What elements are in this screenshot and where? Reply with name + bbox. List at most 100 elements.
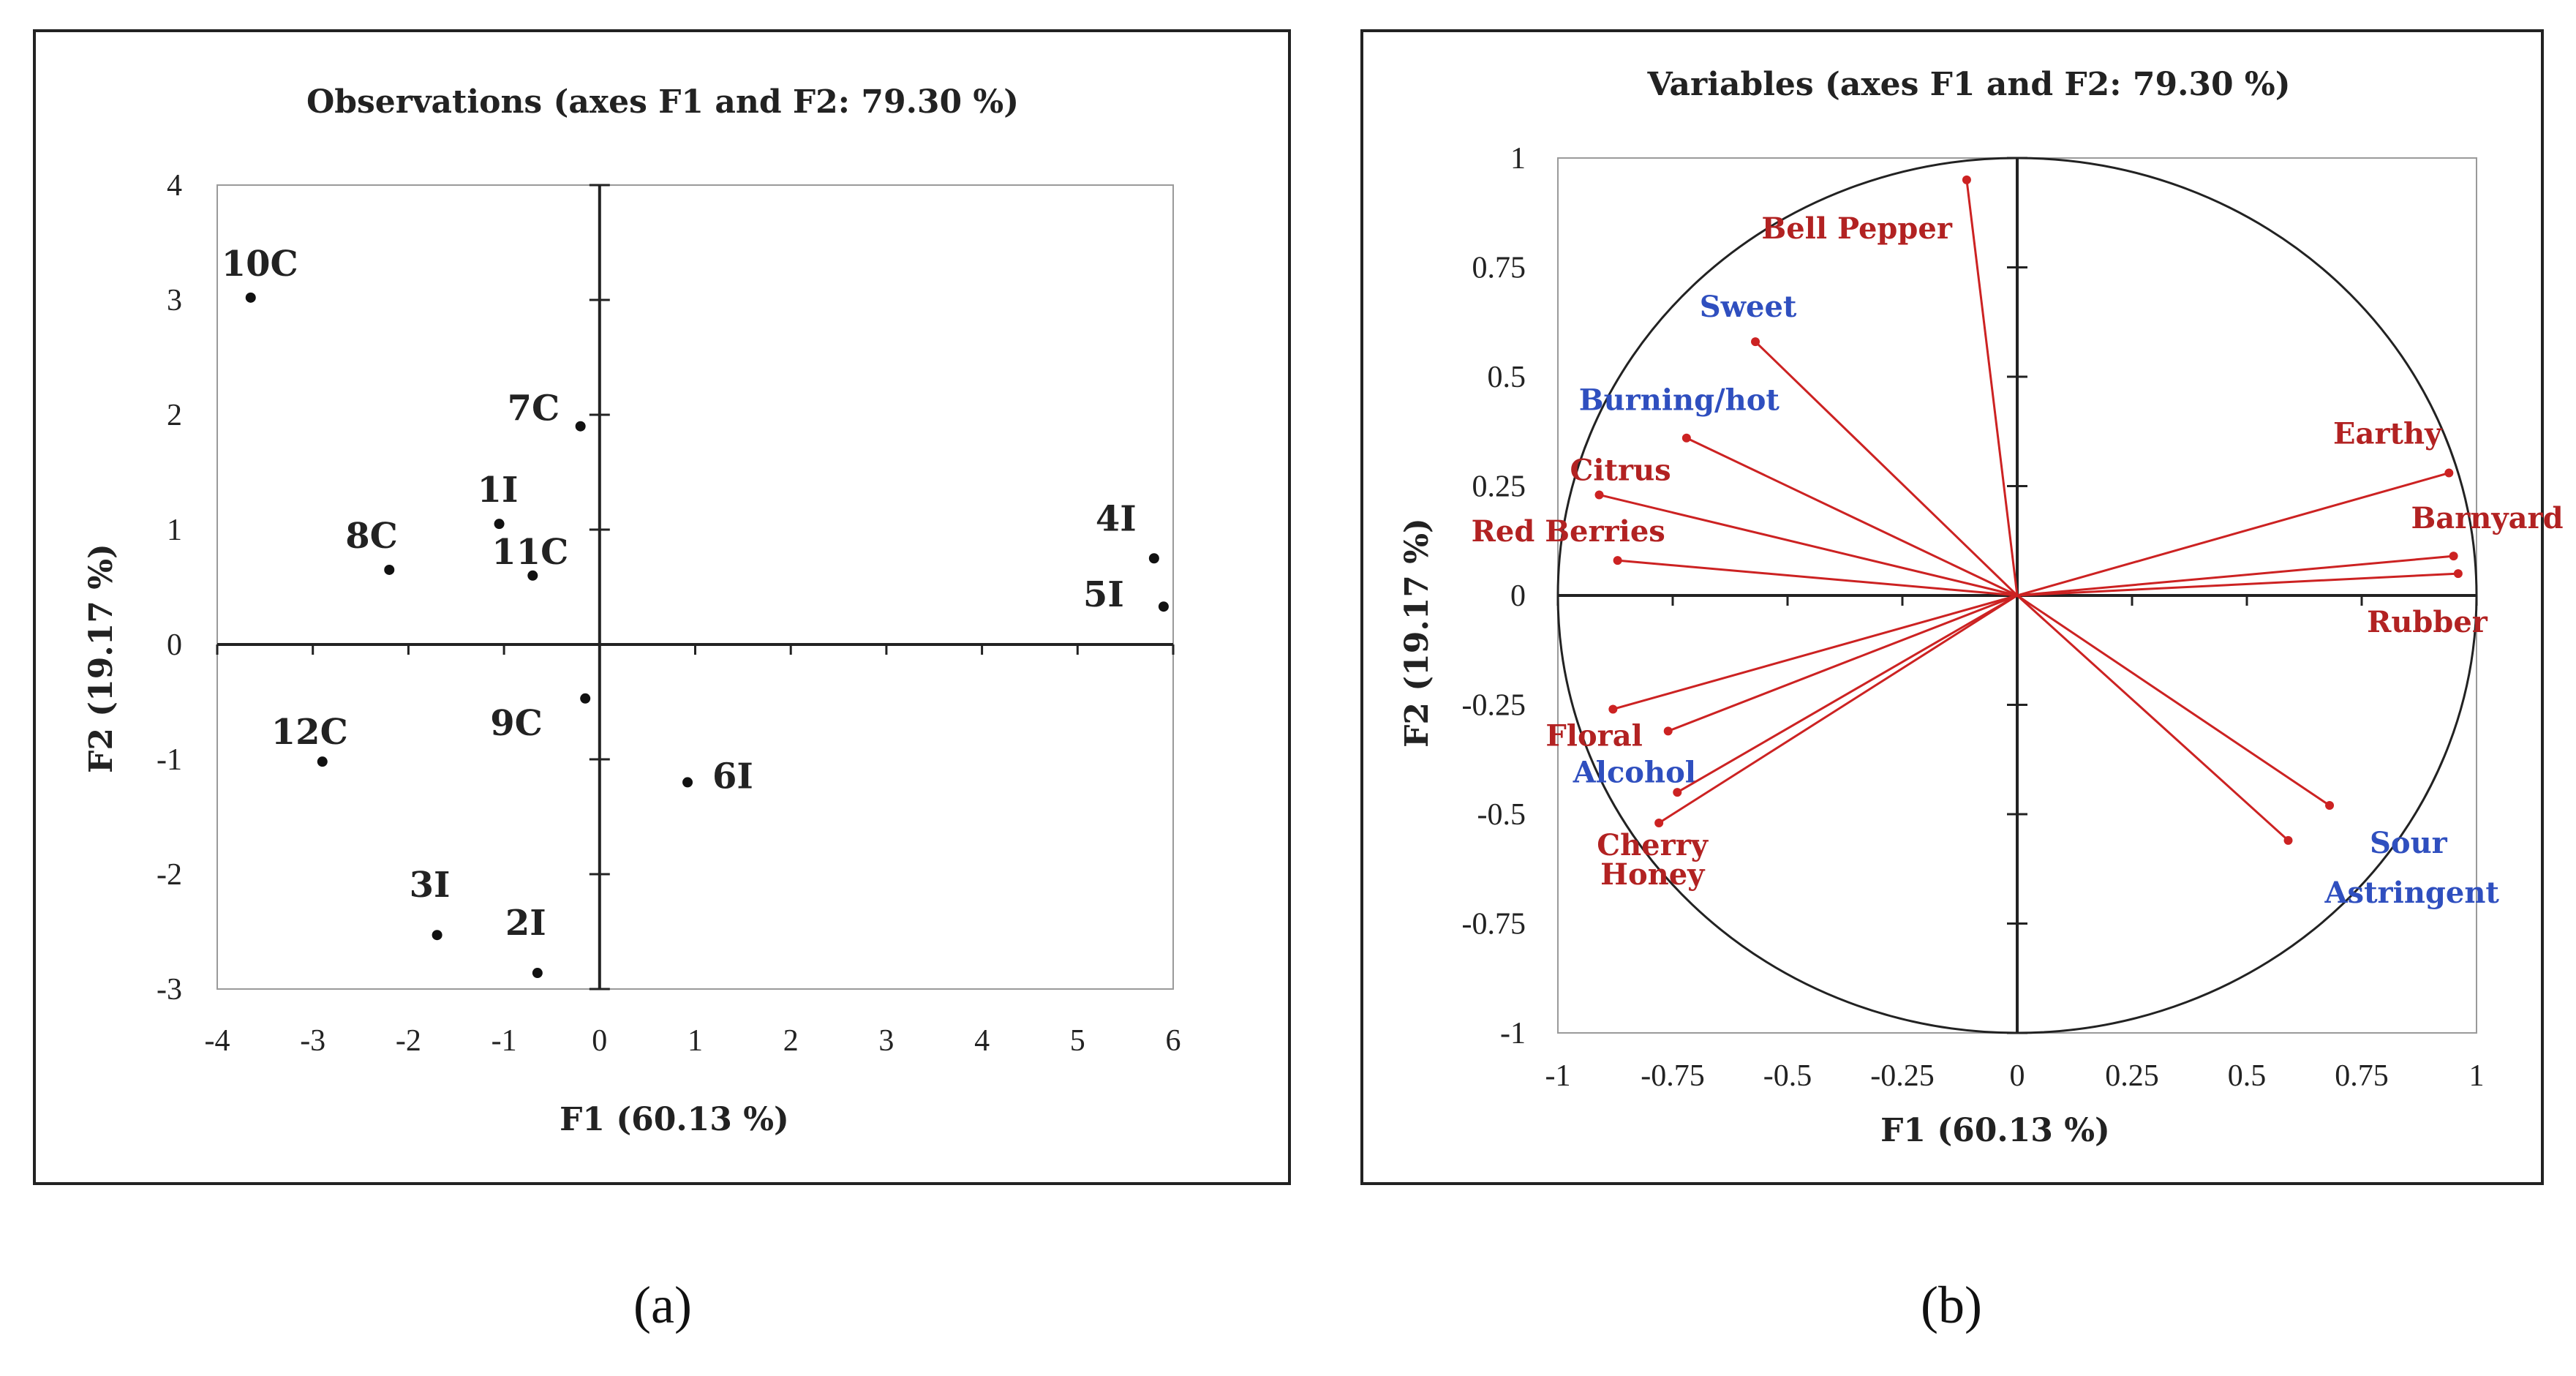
panel-a-point-label: 9C <box>490 703 543 744</box>
panel-b-vector-tip <box>2444 468 2454 478</box>
panel-a-point <box>1158 601 1169 612</box>
panel-a-frame <box>33 29 1291 1185</box>
panel-b-variable-label: Burning/hot <box>1579 383 1780 418</box>
panel-b-ytick-label: 1 <box>1510 142 1526 176</box>
panel-a-ytick-label: -2 <box>157 858 182 892</box>
panel-a-point-label: 12C <box>271 712 348 753</box>
panel-a-point <box>682 777 693 788</box>
panel-b-vector-tip <box>1663 726 1673 736</box>
panel-b-xtick-label: -0.75 <box>1641 1059 1705 1093</box>
panel-b-vector-line <box>1599 494 2018 597</box>
panel-a-point <box>532 968 543 979</box>
panel-a-xtick-label: 0 <box>592 1024 607 1058</box>
panel-b-vector-line <box>2016 554 2454 597</box>
panel-b-vector-line <box>1612 594 2018 710</box>
panel-a-point-label: 10C <box>222 244 298 285</box>
panel-b-vector-tip <box>1654 818 1664 827</box>
panel-b-variable-label: Cherry <box>1597 828 1709 862</box>
panel-b-vector-line <box>1658 594 2018 824</box>
panel-a-point-label: 11C <box>492 532 568 573</box>
panel-b-caption: (b) <box>1921 1276 1982 1334</box>
panel-a-point-label: 6I <box>712 756 753 797</box>
panel-b-xtick-label: 0.5 <box>2228 1059 2267 1093</box>
panel-b-vector-tip <box>1962 175 1971 184</box>
panel-b-variable-label: Earthy <box>2333 417 2443 451</box>
panel-b-vector-tip <box>1681 433 1691 443</box>
panel-b-frame <box>1360 29 2544 1185</box>
panel-a-ylabel: F2 (19.17 %) <box>83 544 120 773</box>
panel-b-ytick-label: -1 <box>1500 1017 1526 1050</box>
panel-b-vector-line <box>1754 341 2019 597</box>
panel-a-point-label: 5I <box>1083 574 1124 615</box>
panel-b-variable-label: Red Berries <box>1472 514 1665 549</box>
panel-a-ytick-label: 4 <box>167 169 182 203</box>
panel-b-plot: -1 -0.75 -0.5 -0.25 0 0.25 0.5 0.75 1 -1 -0.75 -0.5… <box>1462 142 2564 1093</box>
panel-a-title: Observations (axes F1 and F2: 79.30 %) <box>306 83 1019 121</box>
panel-a-xtick-label: 6 <box>1166 1024 1181 1058</box>
panel-a-point-label: 1I <box>478 470 519 511</box>
panel-b-vector-tip <box>1608 704 1618 714</box>
panel-a-plot-area <box>216 184 1174 990</box>
panel-b-xtick-label: 0 <box>2010 1059 2025 1093</box>
panel-a-xtick-label: 5 <box>1070 1024 1085 1058</box>
panel-a-point <box>575 421 586 432</box>
panel-b-ytick-label: -0.25 <box>1462 689 1526 723</box>
panel-b-xtick-label: 1 <box>2469 1059 2485 1093</box>
panel-a-point-label: 2I <box>505 903 546 944</box>
panel-b-xtick-label: 0.25 <box>2105 1059 2159 1093</box>
panel-a-point <box>317 756 328 767</box>
panel-b-vector-line <box>2016 594 2330 807</box>
panel-b-vector-tip <box>1673 788 1682 797</box>
panel-b-ytick-label: 0.75 <box>1472 252 1526 285</box>
panel-b-vector-tip <box>2283 835 2293 845</box>
panel-b-vector-line <box>1668 594 2018 732</box>
panel-a-xlabel: F1 (60.13 %) <box>560 1101 789 1138</box>
panel-b-variable-label: Alcohol <box>1573 755 1696 789</box>
panel-b-xtick-label: -1 <box>1545 1059 1571 1093</box>
panel-b-ytick-label: 0 <box>1510 579 1526 613</box>
panel-a-point <box>245 292 256 303</box>
panel-a-ytick-label: 2 <box>167 399 182 432</box>
panel-b-vector-tip <box>2453 569 2463 579</box>
panel-b-xtick-label: -0.25 <box>1870 1059 1935 1093</box>
panel-b-vector-line <box>1617 559 2018 597</box>
panel-b-vector-line <box>1686 437 2018 597</box>
panel-b-variable-label: Barnyard <box>2411 501 2564 535</box>
panel-b-variable-label: Citrus <box>1570 453 1671 487</box>
panel-b-variable-label: Floral <box>1545 718 1642 753</box>
panel-b-variable-label: Honey <box>1600 857 1706 892</box>
panel-a-xtick-label: -3 <box>300 1024 325 1058</box>
panel-b-xtick-label: 0.75 <box>2335 1059 2389 1093</box>
panel-b-vector-line <box>1965 179 2019 596</box>
panel-b-ytick-label: -0.75 <box>1462 908 1526 941</box>
panel-b-vector-tip <box>1613 556 1622 565</box>
panel-a-point <box>494 519 505 530</box>
panel-a-xtick-label: -1 <box>492 1024 517 1058</box>
panel-b-ytick-label: -0.5 <box>1477 798 1526 832</box>
panel-a-point <box>1148 553 1159 564</box>
panel-b-ytick-label: 0.25 <box>1472 470 1526 504</box>
panel-a-point-label: 7C <box>508 388 560 429</box>
panel-b-vector-tip <box>1751 337 1760 347</box>
panel-a-xtick-label: 2 <box>783 1024 799 1058</box>
panel-a-ytick-label: -1 <box>157 743 182 777</box>
panel-a-caption: (a) <box>633 1276 692 1334</box>
panel-a-point <box>432 930 442 941</box>
panel-a-point <box>527 570 538 581</box>
panel-b-variable-label: Bell Pepper <box>1761 211 1952 246</box>
panel-a-point-label: 3I <box>410 865 451 906</box>
panel-a-xtick-label: -2 <box>396 1024 421 1058</box>
panel-b-ylabel: F2 (19.17 %) <box>1398 518 1436 748</box>
panel-b-variable-label: Astringent <box>2324 876 2500 910</box>
panel-b-variable-label: Rubber <box>2367 605 2488 639</box>
panel-a-point-label: 4I <box>1096 498 1137 539</box>
panel-b-title: Variables (axes F1 and F2: 79.30 %) <box>1646 66 2290 103</box>
panel-b-xlabel: F1 (60.13 %) <box>1880 1112 2110 1149</box>
panel-a-xtick-label: -4 <box>205 1024 230 1058</box>
panel-a-xtick-label: 4 <box>974 1024 990 1058</box>
panel-a-plot: -4 -3 -2 -1 0 1 2 3 4 5 6 -3 -2 -1 0 1 2 3 4 10C 7C 1I 8C 11C 4I… <box>157 169 1181 1058</box>
panel-a-ytick-label: 0 <box>167 628 182 662</box>
panel-a-point <box>580 693 591 704</box>
panel-a-xtick-label: 1 <box>688 1024 703 1058</box>
